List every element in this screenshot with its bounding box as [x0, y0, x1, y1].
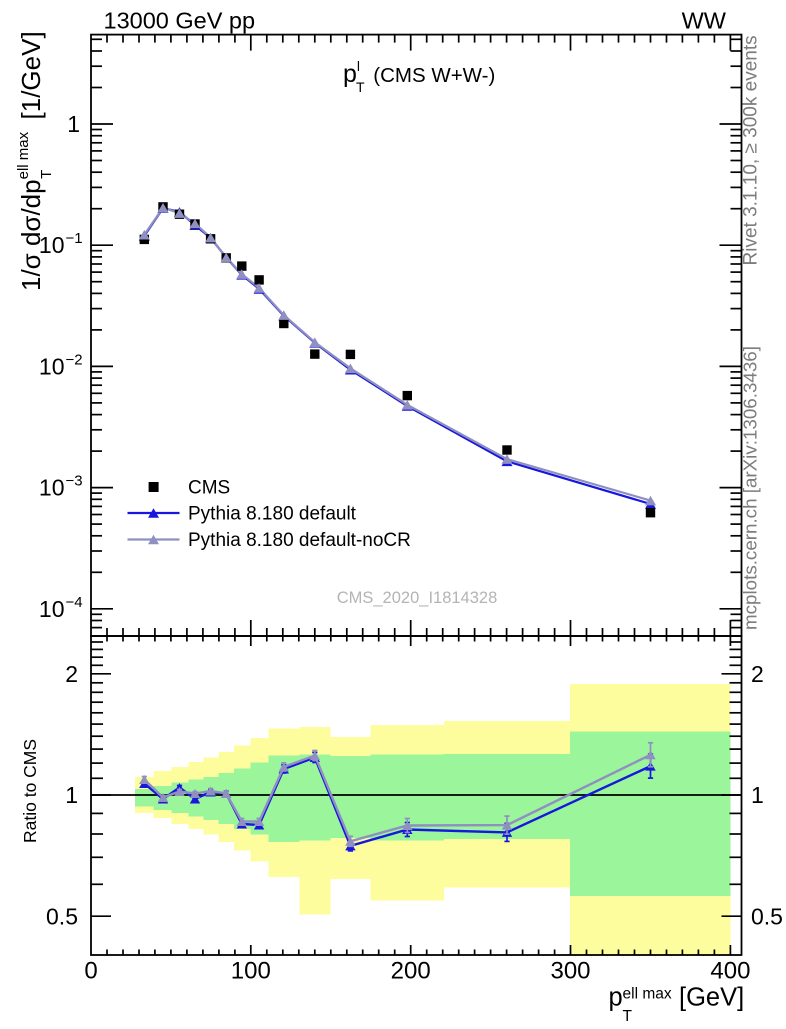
svg-text:ell max: ell max [623, 986, 672, 1003]
svg-text:100: 100 [231, 958, 271, 985]
svg-text:10: 10 [39, 353, 65, 379]
svg-text:−3: −3 [66, 473, 83, 490]
svg-text:−1: −1 [66, 230, 83, 247]
svg-text:10: 10 [39, 232, 65, 258]
svg-text:300: 300 [550, 958, 590, 985]
svg-text:0: 0 [84, 958, 97, 985]
svg-text:Pythia 8.180 default-noCR: Pythia 8.180 default-noCR [188, 530, 411, 551]
svg-text:CMS_2020_I1814328: CMS_2020_I1814328 [337, 589, 498, 607]
svg-text:WW: WW [682, 7, 727, 33]
svg-text:Rivet 3.1.10, ≥ 300k events: Rivet 3.1.10, ≥ 300k events [741, 35, 762, 265]
svg-text:10: 10 [39, 596, 65, 622]
svg-text:0.5: 0.5 [46, 903, 78, 929]
svg-text:Pythia 8.180 default: Pythia 8.180 default [188, 504, 357, 525]
svg-text:mcplots.cern.ch [arXiv:1306.34: mcplots.cern.ch [arXiv:1306.3436] [740, 346, 761, 630]
svg-text:Ratio to CMS: Ratio to CMS [20, 739, 40, 843]
svg-text:p: p [609, 984, 623, 1012]
svg-text:CMS: CMS [188, 478, 230, 499]
svg-text:0.5: 0.5 [751, 903, 783, 929]
svg-text:1: 1 [751, 782, 764, 808]
svg-text:T: T [623, 1008, 633, 1024]
svg-text:1: 1 [67, 111, 80, 137]
svg-text:[GeV]: [GeV] [679, 984, 744, 1012]
svg-text:2: 2 [65, 661, 78, 687]
svg-text:−4: −4 [66, 594, 83, 611]
svg-text:2: 2 [751, 661, 764, 687]
svg-text:400: 400 [710, 958, 750, 985]
svg-text:200: 200 [391, 958, 431, 985]
svg-text:10: 10 [39, 475, 65, 501]
svg-text:1: 1 [65, 782, 78, 808]
svg-text:−2: −2 [66, 351, 83, 368]
svg-text:13000 GeV pp: 13000 GeV pp [104, 7, 256, 33]
